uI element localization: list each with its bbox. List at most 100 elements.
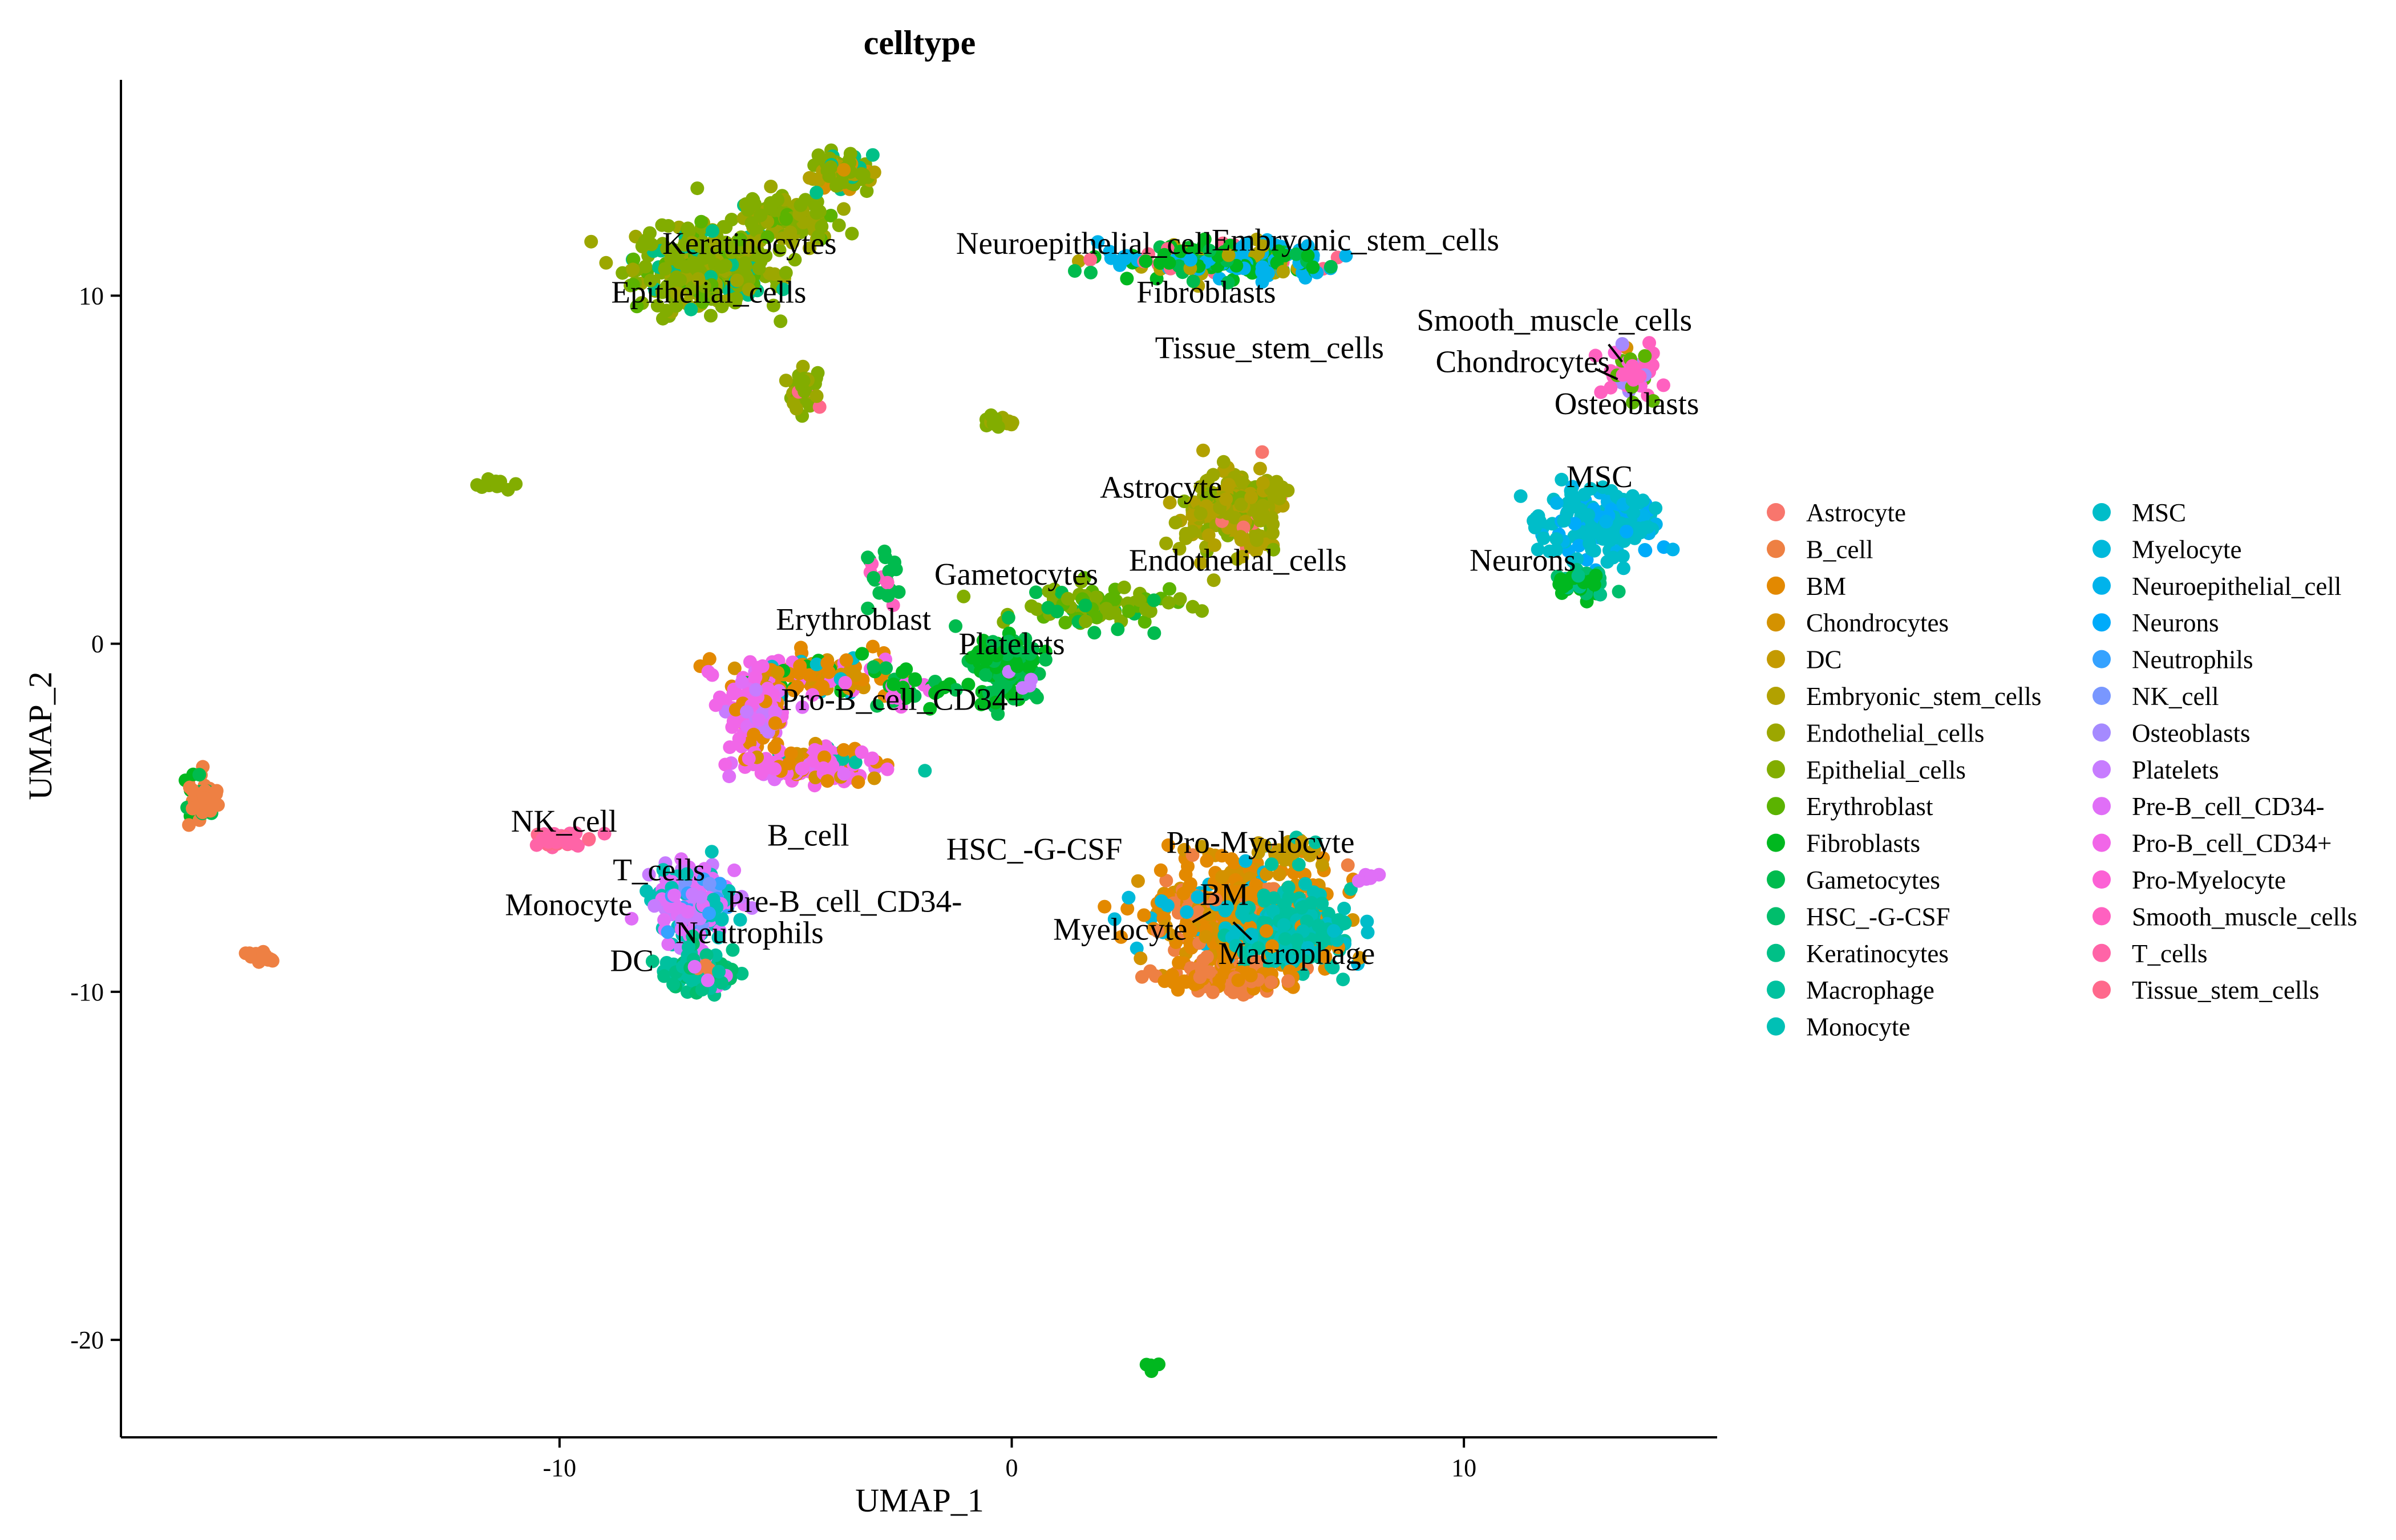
point-macrophage [1281,880,1296,894]
point-pre-b-cell-cd34- [674,922,689,937]
point-tissue-stem-cells [812,400,827,414]
point-erythroblast [1638,349,1652,363]
x-tick-label: -10 [543,1454,577,1482]
point-osteoblasts [1615,337,1629,351]
point-t-cells [529,838,544,852]
point-embryonic-stem-cells [1244,490,1258,504]
point-chondrocytes [867,771,881,785]
point-pro-b-cell-cd34- [806,688,820,702]
point-myelocyte [1180,905,1194,919]
point-epithelial-cells [719,220,733,234]
point-b-cell [1209,893,1223,907]
point-epithelial-cells [779,266,793,280]
point-macrophage [685,974,699,988]
point-embryonic-stem-cells [1235,549,1249,564]
point-msc [1244,927,1258,942]
point-epithelial-cells [754,208,768,222]
cluster-label-pre-b-cell-cd34-: Pre-B_cell_CD34- [727,884,962,919]
point-fibroblasts [965,651,979,664]
point-bm [1231,973,1245,987]
cluster-label-monocyte: Monocyte [505,887,632,922]
point-endothelial-cells [767,267,782,281]
point-endothelial-cells [1193,506,1208,521]
point-epithelial-cells [718,258,732,273]
point-fibroblasts [1587,578,1601,592]
point-nk-cell [702,877,717,891]
point-gametocytes [1068,264,1082,278]
point-msc [1513,489,1528,503]
point-embryonic-stem-cells [1219,492,1233,506]
point-msc [1616,549,1630,564]
point-macrophage [659,956,674,970]
point-keratinocytes [657,969,671,983]
point-chondrocytes [1199,930,1213,944]
point-embryonic-stem-cells [1196,443,1210,457]
point-embryonic-stem-cells [867,165,881,180]
legend-label: Erythroblast [1806,792,1933,821]
point-monocyte [1236,902,1250,916]
point-endothelial-cells [691,272,706,286]
point-bm [1137,908,1151,922]
point-monocyte [1337,901,1351,915]
point-endothelial-cells [1281,484,1295,497]
point-msc [1584,482,1597,496]
point-gametocytes [879,661,893,675]
cluster-label-erythroblast: Erythroblast [776,602,931,637]
point-bm [1177,974,1191,988]
point-gametocytes [1289,247,1304,261]
point-macrophage [1337,917,1350,931]
point-bm [1154,863,1168,877]
point-erythroblast [1058,615,1072,630]
point-neurons [1572,538,1586,553]
point-epithelial-cells [766,298,780,313]
point-dc [1252,836,1265,850]
point-endothelial-cells [599,256,613,270]
point-epithelial-cells [1161,595,1176,610]
point-pre-b-cell-cd34- [687,960,702,974]
point-bm [1120,902,1135,916]
point-macrophage [1265,857,1278,872]
point-gametocytes [949,683,963,697]
legend-label: Neuroepithelial_cell [2132,572,2341,601]
point-pro-b-cell-cd34- [816,761,831,775]
point-b-cell [1281,974,1296,988]
legend-key-embryonic-stem-cells [1767,687,1785,705]
legend-key-t-cells [2093,943,2111,962]
point-fibroblasts [1139,254,1153,268]
y-tick-label: 0 [91,630,104,658]
point-epithelial-cells [725,245,739,260]
point-platelets [749,683,763,697]
legend: Astrocyte B_cell BM Chondrocytes DC Embryonic… [1767,499,2357,1041]
point-neurons [1638,544,1653,558]
point-embryonic-stem-cells [1208,538,1221,552]
point-neutrophils [702,906,716,921]
legend-label: Monocyte [1806,1013,1910,1041]
legend-label: Tissue_stem_cells [2132,976,2319,1004]
point-endothelial-cells [1206,468,1220,482]
point-gametocytes [1203,244,1217,258]
point-pre-b-cell-cd34- [727,863,742,877]
point-endothelial-cells [1159,536,1173,550]
point-fibroblasts [1120,271,1134,286]
point-epithelial-cells [845,226,859,241]
point-chondrocytes [1134,951,1148,966]
point-bm [866,639,880,654]
point-keratinocytes [714,976,728,990]
point-epithelial-cells [739,197,753,211]
point-keratinocytes [865,148,880,162]
cluster-label-b-cell: B_cell [767,818,849,853]
point-bm [1114,930,1128,944]
point-epithelial-cells [658,262,672,276]
point-myelocyte [1107,912,1122,926]
point-macrophage [1278,932,1292,946]
point-pre-b-cell-cd34- [697,862,711,876]
point-pre-b-cell-cd34- [768,706,782,720]
point-b-cell [1191,905,1205,919]
point-fibroblasts [937,680,952,695]
legend-label: Chondrocytes [1806,609,1949,637]
point-epithelial-cells [1117,580,1131,594]
point-epithelial-cells [829,179,843,193]
point-monocyte [1280,949,1294,963]
cluster-label-neuroepithelial-cell: Neuroepithelial_cell [956,226,1212,261]
point-b-cell [1249,954,1264,968]
